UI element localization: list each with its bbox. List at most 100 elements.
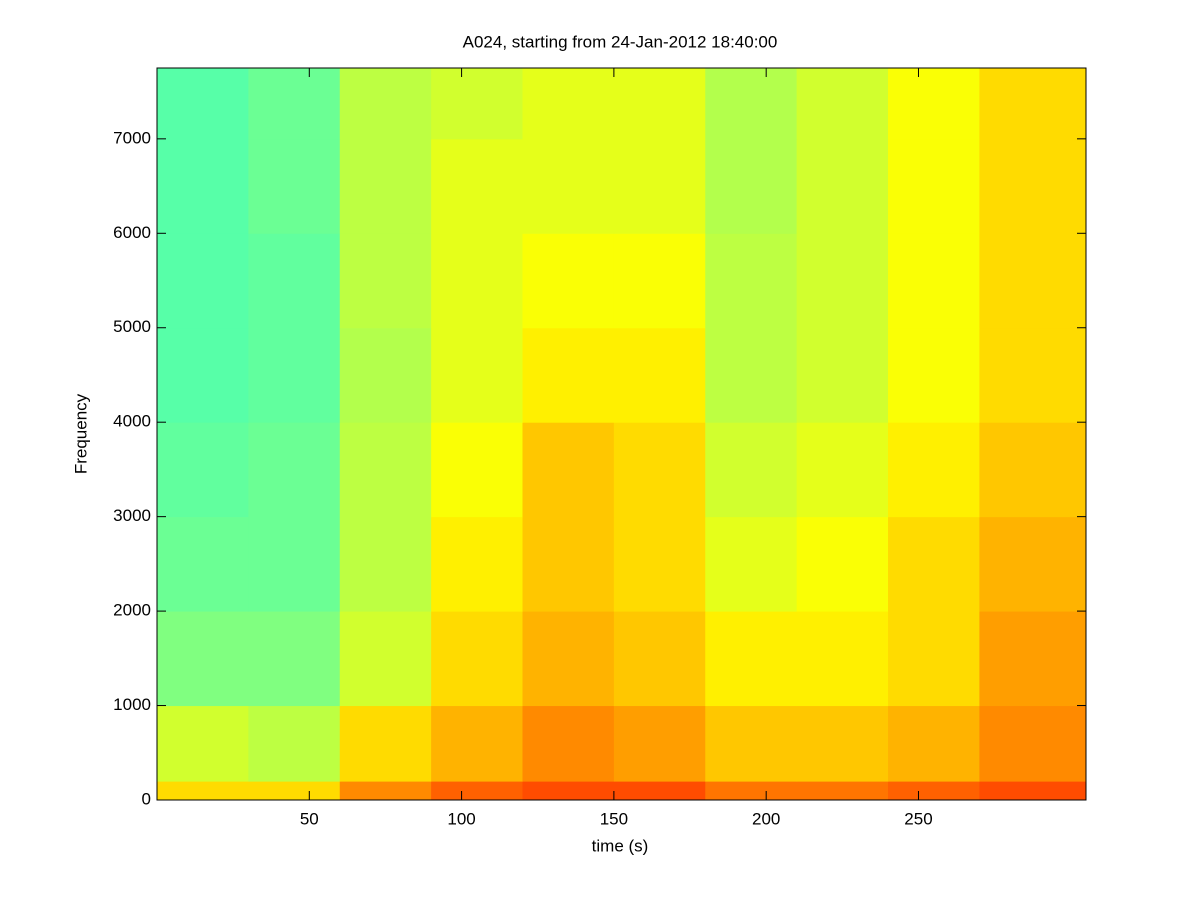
heatmap-cell [522,68,615,140]
heatmap-cell [431,422,524,518]
heatmap-cell [522,516,615,612]
heatmap-cell [431,705,524,782]
x-axis-label: time (s) [592,836,649,855]
heatmap-cell [431,611,524,707]
heatmap-cell [248,781,341,801]
heatmap-cell [888,516,980,612]
heatmap-cell [888,327,980,423]
heatmap-cell [613,611,706,707]
heatmap-cell [248,611,341,707]
y-tick-label: 5000 [113,317,151,336]
heatmap-cell [248,422,341,518]
heatmap-cell [979,68,1087,140]
heatmap-cell [339,516,432,612]
heatmap-cell [613,422,706,518]
heatmap-cell [613,516,706,612]
heatmap-cell [157,705,249,782]
y-tick-label: 2000 [113,601,151,620]
heatmap-cell [248,327,341,423]
heatmap-cell [979,138,1087,234]
y-tick-label: 1000 [113,695,151,714]
heatmap-cell [705,705,798,782]
heatmap-cell [157,327,249,423]
heatmap-cell [157,516,249,612]
heatmap-cell [431,138,524,234]
heatmap-cell [431,233,524,329]
heatmap-cell [705,138,798,234]
x-tick-label: 250 [904,809,932,828]
heatmap-cell [796,516,889,612]
heatmap-cell [888,781,980,801]
heatmap-cell [431,516,524,612]
heatmap-cell [888,422,980,518]
heatmap-cell [979,422,1087,518]
heatmap-cell [339,422,432,518]
heatmap-cell [339,705,432,782]
heatmap-cell [705,422,798,518]
heatmap-cell [157,138,249,234]
heatmap-cell [979,233,1087,329]
heatmap-cell [613,68,706,140]
heatmap-cell [796,781,889,801]
y-tick-label: 6000 [113,223,151,242]
x-tick-label: 150 [600,809,628,828]
y-tick-label: 0 [142,789,151,808]
heatmap-cell [522,611,615,707]
heatmap-cell [705,327,798,423]
heatmap-cell [888,68,980,140]
heatmap-cell [431,781,524,801]
heatmap-cell [613,327,706,423]
y-tick-label: 7000 [113,128,151,147]
heatmap-cell [248,68,341,140]
heatmap-cell [796,327,889,423]
heatmap-cell [705,233,798,329]
heatmap-cell [796,233,889,329]
heatmap-cell [522,422,615,518]
heatmap-cell [248,516,341,612]
heatmap-cell [705,68,798,140]
y-axis-label: Frequency [71,393,90,474]
x-tick-label: 200 [752,809,780,828]
plot-frame [156,67,1087,801]
heatmap-cell [613,705,706,782]
heatmap-cell [522,327,615,423]
heatmap-cell [157,611,249,707]
heatmap-cell [339,233,432,329]
heatmap-cell [248,233,341,329]
x-tick-label: 50 [300,809,319,828]
y-tick-label: 4000 [113,412,151,431]
x-tick-label: 100 [447,809,475,828]
heatmap-cell [979,611,1087,707]
heatmap-cell [522,705,615,782]
heatmap-cell [888,138,980,234]
heatmap-cell [157,422,249,518]
heatmap-cell [796,705,889,782]
heatmap-cell [248,138,341,234]
heatmap-cell [705,611,798,707]
heatmap-cell [522,233,615,329]
heatmap-cell [796,422,889,518]
heatmap-cell [613,781,706,801]
heatmap-cell [796,138,889,234]
heatmap-cell [157,233,249,329]
heatmap-cell [979,516,1087,612]
heatmap-cell [705,516,798,612]
heatmap-cell [157,781,249,801]
heatmap-cell [888,233,980,329]
heatmap-cell [248,705,341,782]
chart-title: A024, starting from 24-Jan-2012 18:40:00 [463,32,778,51]
heatmap-cell [613,138,706,234]
heatmap-cell [796,68,889,140]
heatmap-cell [339,611,432,707]
heatmap-cell [705,781,798,801]
heatmap-cell [979,705,1087,782]
heatmap-cell [157,68,249,140]
heatmap-cell [339,138,432,234]
heatmap-cell [522,781,615,801]
heatmap-cell [339,327,432,423]
heatmap-cell [796,611,889,707]
heatmap-cell [431,68,524,140]
y-tick-label: 3000 [113,506,151,525]
heatmap-cell [522,138,615,234]
